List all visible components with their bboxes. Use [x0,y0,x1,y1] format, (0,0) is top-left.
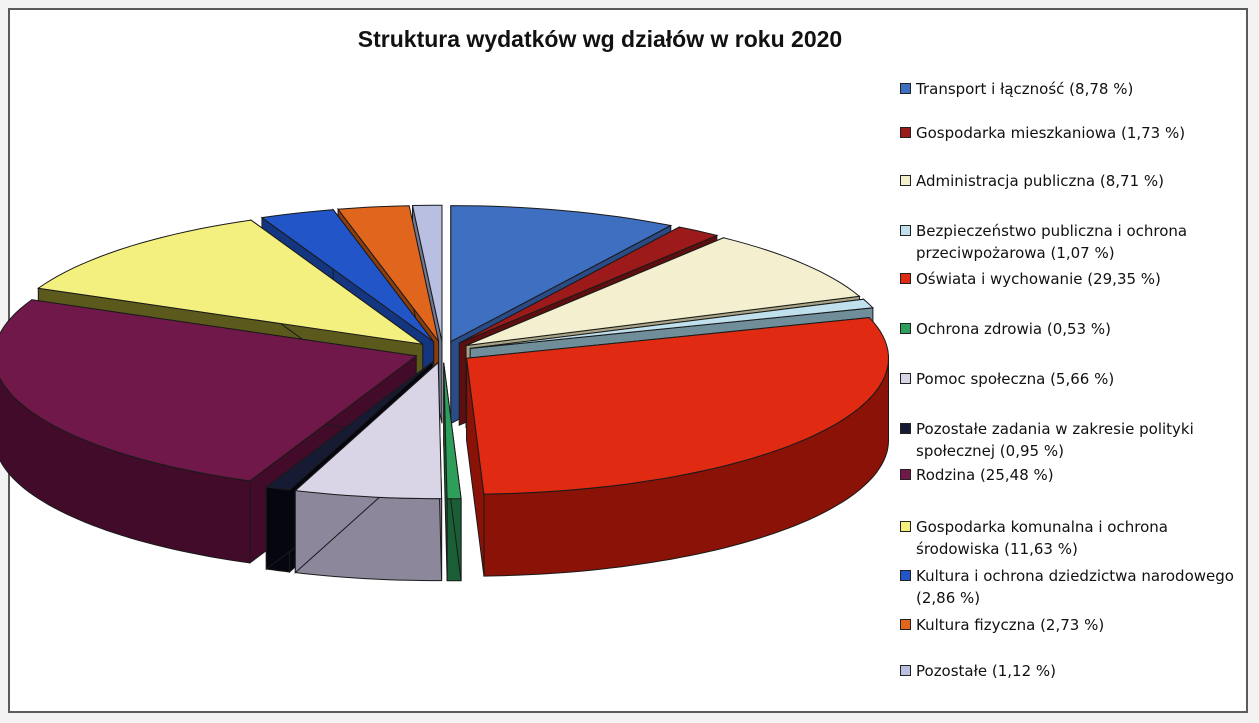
legend-item: Kultura fizyczna (2,73 %) [900,614,1240,636]
legend-swatch [900,273,911,284]
legend-label: Gospodarka komunalna i ochrona środowisk… [916,518,1168,558]
pie-slice-7 [265,361,433,491]
legend-swatch [900,175,911,186]
legend-item: Transport i łączność (8,78 %) [900,78,1240,100]
legend-item: Ochrona zdrowia (0,53 %) [900,318,1240,340]
legend-item: Pomoc społeczna (5,66 %) [900,368,1240,390]
legend-label: Bezpieczeństwo publiczna i ochrona przec… [916,222,1188,262]
pie-slice-1 [459,226,719,344]
legend-swatch [900,83,911,94]
legend-label: Kultura i ochrona dziedzictwa narodowego… [916,567,1234,607]
legend-item: Pozostałe zadania w zakresie polityki sp… [900,418,1240,462]
pie-slice-2 [465,237,861,346]
legend-swatch [900,619,911,630]
legend-item: Bezpieczeństwo publiczna i ochrona przec… [900,220,1240,264]
pie-slice-11 [337,205,439,342]
legend-item: Administracja publiczna (8,71 %) [900,170,1240,192]
legend-swatch [900,665,911,676]
legend-swatch [900,469,911,480]
pie-slice-5 [443,362,462,500]
legend-label: Oświata i wychowanie (29,35 %) [916,270,1161,288]
pie-slice-4 [466,317,890,495]
legend-swatch [900,225,911,236]
legend-label: Kultura fizyczna (2,73 %) [916,616,1105,634]
legend-item: Gospodarka mieszkaniowa (1,73 %) [900,122,1240,144]
pie-slice-3 [470,298,875,349]
legend-label: Administracja publiczna (8,71 %) [916,172,1164,190]
legend-swatch [900,127,911,138]
chart-title: Struktura wydatków wg działów w roku 202… [357,26,843,52]
pie-slice-9 [36,219,423,345]
legend-swatch [900,373,911,384]
legend-label: Gospodarka mieszkaniowa (1,73 %) [916,124,1186,142]
pie-slice-12 [411,204,443,342]
legend-label: Pozostałe (1,12 %) [916,662,1057,680]
legend-swatch [900,570,911,581]
legend-item: Gospodarka komunalna i ochrona środowisk… [900,516,1240,560]
pie-slice-10 [260,209,435,343]
legend-item: Pozostałe (1,12 %) [900,660,1240,682]
legend-swatch [900,521,911,532]
legend-swatch [900,423,911,434]
pie-slice-6 [294,361,443,500]
legend-label: Pozostałe zadania w zakresie polityki sp… [916,420,1194,460]
pie-slice-0 [450,205,673,343]
legend-label: Pomoc społeczna (5,66 %) [916,370,1115,388]
legend-label: Rodzina (25,48 %) [916,466,1054,484]
legend-item: Oświata i wychowanie (29,35 %) [900,268,1240,290]
legend-swatch [900,323,911,334]
pie-slice-tops [0,204,890,500]
pie-slice-8 [0,299,418,482]
legend-item: Kultura i ochrona dziedzictwa narodowego… [900,565,1240,609]
legend-item: Rodzina (25,48 %) [900,464,1240,486]
legend: Transport i łączność (8,78 %) Gospodarka … [900,0,1245,700]
legend-label: Ochrona zdrowia (0,53 %) [916,320,1111,338]
pie-chart [0,204,890,582]
legend-label: Transport i łączność (8,78 %) [916,80,1134,98]
